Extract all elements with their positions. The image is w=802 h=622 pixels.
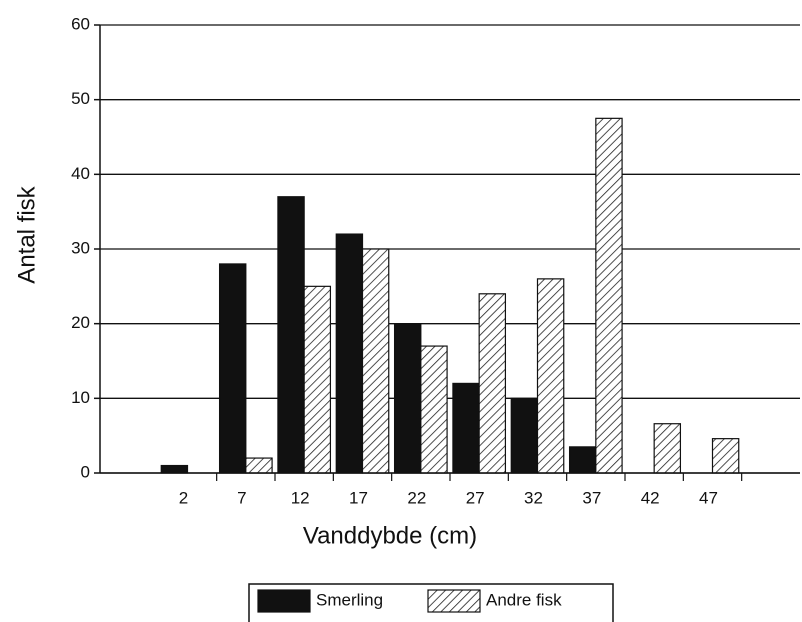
bar bbox=[595, 117, 623, 474]
legend-box bbox=[248, 583, 614, 622]
x-axis-title: Vanddybde (cm) bbox=[303, 522, 477, 549]
legend-swatch bbox=[427, 589, 481, 613]
bar bbox=[245, 457, 273, 474]
bar bbox=[510, 397, 539, 474]
bar bbox=[653, 423, 682, 474]
bar bbox=[361, 248, 390, 474]
x-tick-label: 42 bbox=[641, 488, 660, 507]
x-tick-label: 22 bbox=[407, 488, 426, 507]
x-tick-label: 7 bbox=[237, 488, 246, 507]
x-tick-label: 47 bbox=[699, 488, 718, 507]
x-tick-label: 32 bbox=[524, 488, 543, 507]
legend-label: Smerling bbox=[316, 590, 383, 609]
bar bbox=[536, 278, 565, 474]
y-tick-label: 60 bbox=[71, 14, 90, 33]
x-tick-label: 12 bbox=[291, 488, 310, 507]
legend-swatch bbox=[257, 589, 311, 613]
bar bbox=[277, 196, 305, 474]
bar bbox=[420, 345, 448, 474]
legend-label: Andre fisk bbox=[486, 590, 562, 609]
x-tick-label: 17 bbox=[349, 488, 368, 507]
y-tick-label: 50 bbox=[71, 89, 90, 108]
x-tick-label: 27 bbox=[466, 488, 485, 507]
x-tick-label: 2 bbox=[179, 488, 188, 507]
y-tick-label: 20 bbox=[71, 313, 90, 332]
bar bbox=[218, 263, 247, 474]
bar bbox=[303, 285, 332, 474]
y-tick-label: 30 bbox=[71, 238, 90, 257]
bar bbox=[568, 446, 597, 474]
bar bbox=[335, 233, 364, 474]
bar bbox=[711, 438, 740, 474]
y-tick-label: 10 bbox=[71, 388, 90, 407]
y-tick-label: 40 bbox=[71, 164, 90, 183]
bar bbox=[393, 323, 422, 474]
y-axis-title: Antal fisk bbox=[13, 185, 40, 283]
bar bbox=[160, 464, 189, 474]
y-tick-label: 0 bbox=[81, 462, 90, 481]
bar bbox=[452, 382, 480, 474]
x-tick-label: 37 bbox=[582, 488, 601, 507]
bar bbox=[478, 293, 507, 474]
